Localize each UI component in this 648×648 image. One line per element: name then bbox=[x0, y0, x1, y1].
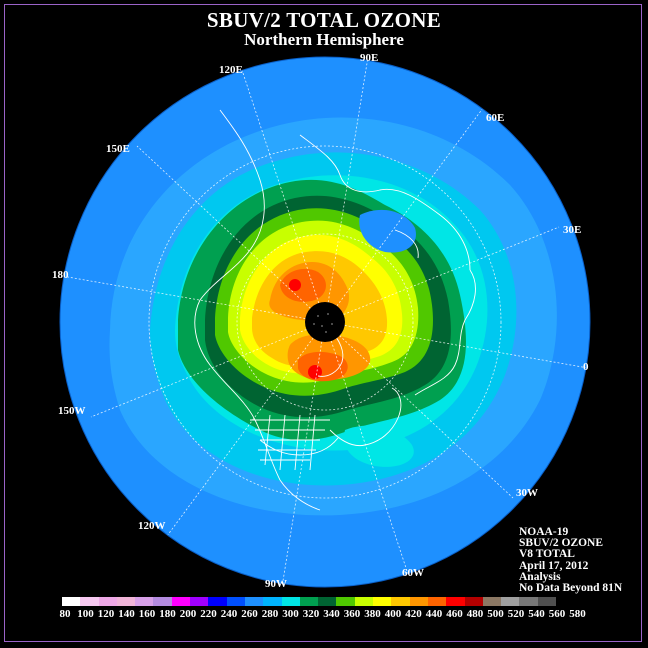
pole-dots bbox=[313, 313, 333, 333]
legend-swatch bbox=[482, 597, 502, 606]
lon-label-30e: 30E bbox=[563, 224, 581, 236]
legend-swatch bbox=[446, 597, 465, 606]
legend-swatch bbox=[226, 597, 245, 606]
legend-swatch bbox=[281, 597, 300, 606]
lon-label-0: 0 bbox=[583, 361, 589, 373]
legend-tick-label: 360 bbox=[343, 608, 361, 620]
legend-swatch bbox=[153, 597, 172, 606]
legend-swatch bbox=[116, 597, 136, 606]
ozone-peak-south bbox=[308, 365, 322, 379]
legend-swatch bbox=[299, 597, 319, 606]
legend-swatch bbox=[80, 597, 99, 606]
lon-label-150e: 150E bbox=[106, 143, 130, 155]
legend-tick-label: 460 bbox=[446, 608, 463, 620]
legend-tick-label: 380 bbox=[364, 608, 381, 620]
info-product: SBUV/2 OZONE bbox=[519, 537, 604, 550]
ozone-blob-pacific bbox=[359, 209, 416, 253]
graticule bbox=[61, 57, 589, 587]
product-info: NOAA-19 SBUV/2 OZONE V8 TOTAL April 17, … bbox=[519, 526, 623, 595]
legend-tick-label: 540 bbox=[528, 608, 545, 620]
map-boundary bbox=[59, 56, 591, 588]
legend-tick-label: 420 bbox=[405, 608, 422, 620]
info-version: V8 TOTAL bbox=[519, 548, 575, 561]
legend-tick-label: 320 bbox=[302, 608, 320, 620]
legend-tick-label: 180 bbox=[159, 608, 176, 620]
legend-tick-label: 560 bbox=[548, 608, 566, 620]
legend-swatch bbox=[354, 597, 374, 606]
color-legend-ticks: 80 100 120 140 160 180 200 220 240 260 280 300 320 34… bbox=[55, 608, 615, 622]
legend-tick-label: 80 bbox=[59, 608, 71, 620]
legend-tick-label: 340 bbox=[323, 608, 340, 620]
lon-label-150w: 150W bbox=[58, 405, 86, 417]
lon-label-120e: 120E bbox=[219, 64, 243, 76]
legend-tick-label: 480 bbox=[466, 608, 484, 620]
lon-label-30w: 30W bbox=[516, 487, 538, 499]
legend-swatch bbox=[464, 597, 483, 606]
legend-tick-label: 580 bbox=[569, 608, 586, 620]
lon-label-120w: 120W bbox=[138, 520, 166, 532]
legend-swatch bbox=[336, 597, 355, 606]
legend-swatch bbox=[318, 597, 337, 606]
no-data-pole bbox=[305, 302, 345, 342]
legend-tick-label: 400 bbox=[384, 608, 402, 620]
legend-tick-label: 520 bbox=[507, 608, 525, 620]
info-type: Analysis bbox=[519, 570, 561, 583]
map-title: SBUV/2 TOTAL OZONE bbox=[206, 8, 442, 32]
legend-tick-label: 260 bbox=[241, 608, 258, 620]
lon-label-60w: 60W bbox=[402, 567, 424, 579]
legend-tick-label: 440 bbox=[425, 608, 443, 620]
legend-tick-label: 140 bbox=[118, 608, 135, 620]
legend-tick-label: 200 bbox=[179, 608, 197, 620]
legend-swatch bbox=[263, 597, 282, 606]
legend-tick-label: 300 bbox=[282, 608, 299, 620]
legend-swatch bbox=[519, 597, 538, 606]
legend-swatch bbox=[171, 597, 191, 606]
color-legend-bar bbox=[62, 597, 557, 606]
lon-label-90e: 90E bbox=[360, 52, 378, 64]
legend-swatch bbox=[501, 597, 520, 606]
ozone-max-north bbox=[280, 268, 326, 302]
lon-label-60e: 60E bbox=[486, 112, 504, 124]
legend-tick-label: 280 bbox=[261, 608, 279, 620]
legend-swatch bbox=[244, 597, 264, 606]
legend-tick-label: 160 bbox=[138, 608, 156, 620]
legend-swatch bbox=[62, 597, 81, 606]
map-subtitle: Northern Hemisphere bbox=[244, 30, 404, 49]
ozone-tongue-atlantic bbox=[344, 425, 414, 467]
legend-swatch bbox=[373, 597, 392, 606]
legend-swatch bbox=[135, 597, 154, 606]
legend-tick-label: 240 bbox=[220, 608, 238, 620]
legend-swatch bbox=[427, 597, 447, 606]
legend-tick-label: 120 bbox=[97, 608, 115, 620]
coastlines bbox=[194, 109, 476, 511]
lon-label-180: 180 bbox=[52, 269, 69, 281]
legend-swatch bbox=[98, 597, 117, 606]
legend-tick-label: 500 bbox=[487, 608, 504, 620]
legend-swatch bbox=[537, 597, 557, 606]
plot-frame bbox=[4, 4, 642, 642]
legend-tick-label: 100 bbox=[77, 608, 94, 620]
ozone-peak-north bbox=[289, 279, 301, 291]
info-note: No Data Beyond 81N bbox=[519, 582, 623, 595]
info-date: April 17, 2012 bbox=[519, 559, 589, 572]
legend-swatch bbox=[208, 597, 227, 606]
legend-swatch bbox=[190, 597, 209, 606]
legend-swatch bbox=[409, 597, 428, 606]
legend-swatch bbox=[391, 597, 410, 606]
info-satellite: NOAA-19 bbox=[519, 526, 569, 538]
lon-label-90w: 90W bbox=[265, 578, 287, 590]
legend-tick-label: 220 bbox=[200, 608, 217, 620]
ozone-max-south bbox=[298, 351, 348, 382]
